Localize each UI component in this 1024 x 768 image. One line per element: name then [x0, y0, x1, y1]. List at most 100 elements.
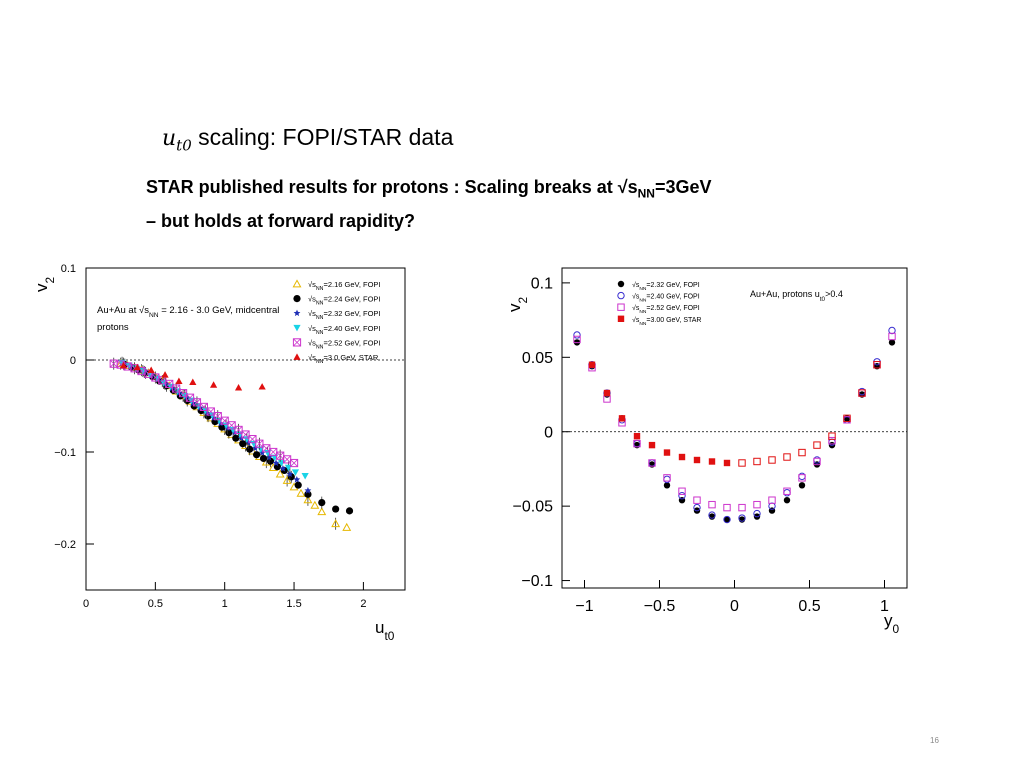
right-plot-frame: [561, 267, 908, 589]
left-legend-entry: √sNN=2.52 GeV, FOPI: [308, 338, 381, 350]
right-data-point: [633, 439, 641, 448]
right-legend-entry: √sNN=2.32 GeV, FOPI: [632, 281, 700, 292]
left-plot-frame: [85, 267, 406, 591]
left-data-point: [279, 465, 287, 472]
right-x-tick-label: 1: [880, 598, 889, 615]
right-legend-entry: √sNN=3.00 GeV, STAR: [632, 316, 701, 327]
right-data-point: [723, 515, 731, 524]
right-data-point: [888, 332, 896, 341]
left-data-point: [310, 500, 320, 509]
left-data-point: [266, 457, 275, 465]
left-legend-marker: [293, 353, 301, 360]
left-data-point: [237, 434, 245, 442]
right-data-point: [648, 459, 656, 467]
right-data-point: [738, 459, 746, 467]
left-chart-group: 0 0.5 1 1.5 2 0.1 0 −0.1 −0.2 ut0 v2 Au+Au at √sNN …: [32, 263, 406, 643]
left-data-point: [317, 507, 327, 516]
left-data-point: [303, 495, 313, 504]
left-data-point: [199, 402, 208, 412]
left-data-point: [282, 475, 292, 484]
left-data-point: [189, 378, 197, 385]
left-y-tick-label: 0: [70, 355, 76, 367]
right-data-point: [663, 449, 671, 456]
right-data-point: [663, 482, 671, 489]
left-series-4: [109, 357, 299, 468]
left-data-point: [255, 439, 264, 448]
right-legend-marker: [617, 291, 625, 300]
left-data-point: [342, 522, 352, 531]
right-data-point: [783, 489, 791, 497]
right-annotation: Au+Au, protons ut0>0.4: [750, 289, 843, 303]
left-data-point: [220, 416, 229, 425]
right-data-point: [798, 472, 806, 481]
right-x-tick-label: −1: [575, 598, 593, 615]
left-data-point: [291, 469, 300, 476]
left-legend-marker: [293, 324, 301, 332]
left-data-point: [269, 447, 278, 457]
left-series-5: [119, 361, 266, 391]
right-data-point: [633, 432, 641, 440]
left-series-1: [121, 358, 354, 515]
right-legend-marker: [617, 315, 625, 322]
right-data-point: [663, 475, 671, 484]
left-data-point: [175, 377, 183, 385]
left-data-point: [175, 389, 183, 396]
subtitle-line-2: – but holds at forward rapidity?: [146, 210, 416, 231]
left-data-point: [225, 429, 233, 437]
right-data-point: [828, 436, 836, 445]
left-data-point: [239, 440, 247, 448]
left-legend-entry: √sNN=2.40 GeV, FOPI: [308, 324, 381, 336]
left-legend-entry: √sNN=2.16 GeV, FOPI: [308, 280, 381, 292]
left-data-point: [304, 487, 312, 494]
left-data-point: [210, 381, 218, 388]
right-data-point: [708, 511, 716, 519]
right-data-point: [888, 326, 896, 335]
left-data-point: [283, 455, 292, 464]
right-data-point: [708, 458, 716, 465]
left-x-tick-label: 0.5: [148, 598, 163, 610]
left-data-point: [227, 421, 236, 430]
right-data-point: [813, 457, 821, 466]
right-y-axis-label: v2: [505, 297, 530, 313]
left-data-point: [251, 444, 259, 452]
right-data-point: [723, 459, 731, 467]
right-series-1: [573, 326, 896, 524]
right-legend: √sNN=2.32 GeV, FOPI√sNN=2.40 GeV, FOPI√s…: [617, 280, 701, 327]
left-data-point: [196, 404, 204, 411]
right-data-point: [738, 503, 746, 512]
title-variable: ut0: [162, 126, 192, 155]
left-annotation-line-2: protons: [97, 322, 129, 333]
right-data-point: [873, 361, 881, 369]
right-data-point: [573, 331, 581, 339]
left-x-tick-label: 2: [360, 598, 366, 610]
left-x-tick-label: 0: [83, 598, 89, 610]
right-chart-group: −1 −0.5 0 0.5 1 0.1 0.05 0 −0.05 −0.1 y0 v2 Au+Au, p…: [505, 267, 908, 636]
right-series-0: [573, 339, 896, 523]
left-data-point: [218, 423, 226, 431]
right-legend-entry: √sNN=2.52 GeV, FOPI: [632, 304, 700, 315]
left-data-point: [345, 507, 354, 515]
right-series-4: [738, 361, 881, 467]
right-data-point: [723, 516, 731, 523]
right-data-point: [618, 415, 626, 422]
left-y-tick-label: 0.1: [61, 263, 76, 275]
right-data-point: [648, 441, 656, 449]
left-legend-entry: √sNN=2.24 GeV, FOPI: [308, 295, 381, 307]
left-y-axis-label: v2: [32, 277, 57, 293]
left-data-point: [248, 435, 257, 444]
left-data-point: [301, 473, 309, 480]
right-x-tick-label: 0: [730, 598, 739, 615]
slide-subtitle: STAR published results for protons : Sca…: [146, 174, 712, 235]
left-data-point: [161, 371, 169, 378]
left-x-tick-label: 1: [222, 598, 228, 610]
left-data-point: [178, 389, 188, 398]
right-y-tick-label: −0.1: [521, 573, 553, 590]
right-y-tick-label: 0: [544, 424, 553, 441]
right-data-point: [753, 457, 761, 466]
right-legend-marker: [617, 280, 625, 288]
left-data-point: [258, 449, 266, 456]
right-data-point: [693, 496, 701, 504]
left-data-point: [231, 429, 238, 436]
right-data-point: [603, 389, 611, 397]
right-series-2: [573, 332, 896, 512]
